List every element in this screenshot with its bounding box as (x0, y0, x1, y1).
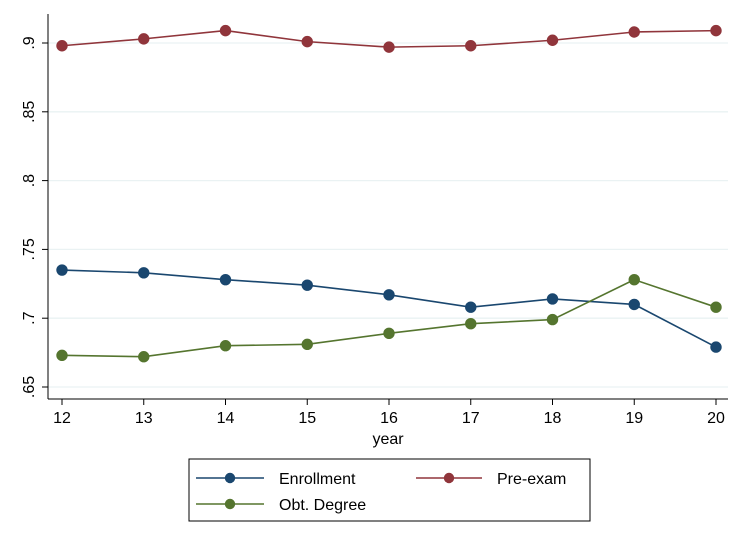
legend-label: Obt. Degree (279, 497, 366, 514)
data-point (219, 24, 232, 37)
y-tick-label: .85 (21, 101, 38, 123)
data-point (383, 41, 395, 53)
data-point (138, 33, 150, 45)
data-point (138, 351, 150, 363)
legend-label: Pre-exam (497, 471, 566, 488)
data-point (710, 24, 722, 37)
x-axis-title: year (372, 431, 404, 448)
data-point (465, 301, 477, 313)
data-point (546, 34, 559, 46)
data-point (219, 340, 232, 352)
series-pre-exam (56, 24, 722, 53)
data-point (56, 349, 68, 362)
data-point (546, 313, 559, 326)
x-tick-label: 20 (707, 410, 725, 427)
data-point (56, 264, 68, 276)
x-axis: 12 13 14 15 16 17 18 19 20 (48, 398, 728, 427)
x-tick-label: 14 (217, 410, 235, 427)
series-enrollment (56, 264, 722, 353)
x-tick-label: 12 (53, 410, 71, 427)
data-point (301, 35, 313, 48)
legend-item: Obt. Degree (196, 497, 366, 514)
data-point (301, 338, 313, 351)
legend-item: Enrollment (196, 471, 356, 488)
data-point (710, 341, 722, 353)
legend-marker (443, 472, 455, 484)
data-point (56, 40, 68, 52)
data-point (219, 273, 232, 286)
data-point (628, 298, 640, 311)
data-point (383, 327, 395, 340)
y-tick-label: .7 (21, 311, 38, 324)
y-axis: .65 .7 .75 .8 .85 .9 (21, 14, 49, 399)
data-point (710, 301, 722, 313)
x-tick-label: 19 (625, 410, 643, 427)
x-tick-label: 16 (380, 410, 398, 427)
x-tick-label: 17 (462, 410, 480, 427)
legend-box (188, 458, 591, 522)
x-tick-label: 15 (298, 410, 316, 427)
legend: Enrollment Pre-exam Obt. Degree (188, 458, 591, 522)
y-tick-label: .65 (21, 376, 38, 398)
data-point (628, 273, 640, 286)
data-point (465, 318, 477, 330)
data-point (383, 289, 395, 301)
x-tick-label: 13 (135, 410, 153, 427)
series-layer (56, 24, 722, 363)
series-obt-degree (56, 273, 722, 363)
legend-marker (224, 472, 236, 484)
y-tick-label: .8 (21, 174, 38, 187)
legend-label: Enrollment (279, 471, 356, 488)
data-point (546, 293, 559, 305)
data-point (465, 40, 477, 52)
data-point (628, 26, 640, 38)
legend-marker (224, 498, 236, 510)
y-tick-label: .9 (21, 36, 38, 49)
x-tick-label: 18 (544, 410, 562, 427)
y-tick-label: .75 (21, 238, 38, 260)
data-point (301, 279, 313, 291)
legend-item: Pre-exam (416, 471, 566, 488)
data-point (138, 267, 150, 279)
